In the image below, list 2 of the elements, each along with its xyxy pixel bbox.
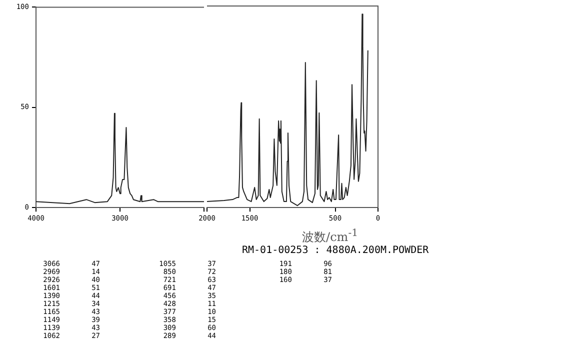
x-axis-title: 波数/cm$^{-1}$	[301, 228, 359, 246]
text: RM-01-00253 : 4880A.200M.POWDER	[242, 245, 429, 256]
